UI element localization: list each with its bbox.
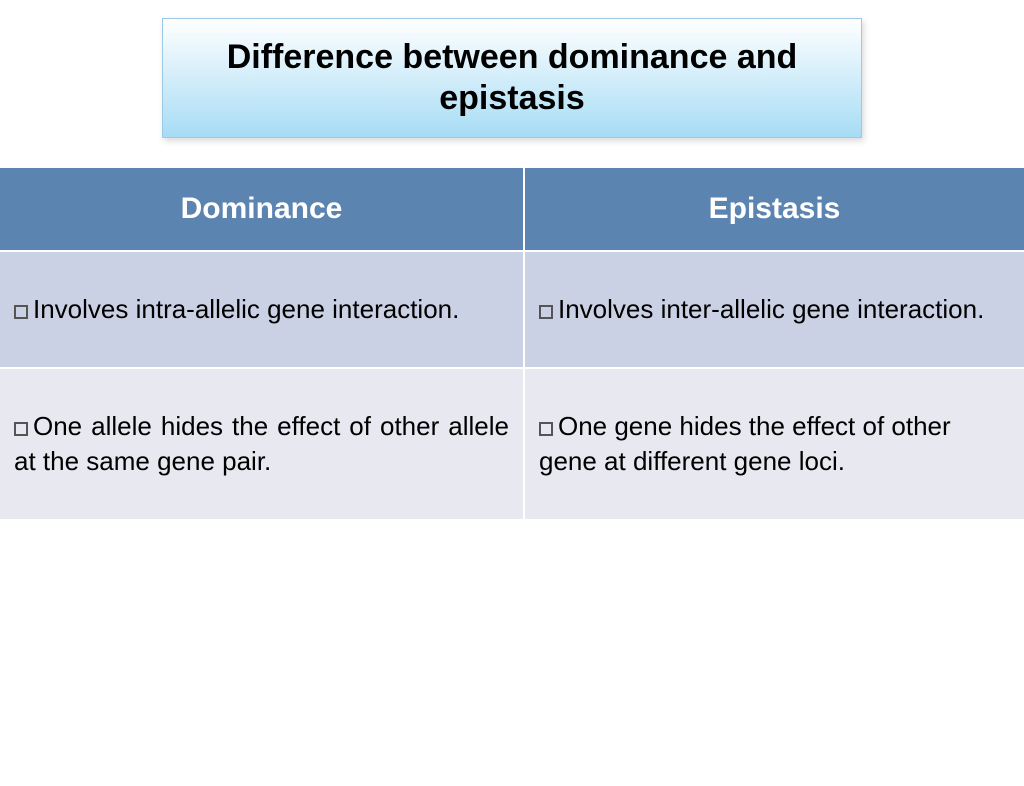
bullet-icon [14,422,28,436]
column-header-epistasis: Epistasis [524,168,1024,251]
slide-title-box: Difference between dominance and epistas… [162,18,862,138]
cell-dominance-1: Involves intra-allelic gene interaction. [0,251,524,368]
slide-title: Difference between dominance and epistas… [227,38,798,117]
cell-text: Involves inter-allelic gene interaction. [558,294,984,324]
cell-text: One allele hides the effect of other all… [14,411,509,476]
cell-dominance-2: One allele hides the effect of other all… [0,368,524,520]
table-row: One allele hides the effect of other all… [0,368,1024,520]
bullet-icon [539,422,553,436]
table-header-row: Dominance Epistasis [0,168,1024,251]
column-header-dominance: Dominance [0,168,524,251]
cell-text: Involves intra-allelic gene interaction. [33,294,459,324]
comparison-table: Dominance Epistasis Involves intra-allel… [0,168,1024,521]
bullet-icon [539,305,553,319]
cell-epistasis-2: One gene hides the effect of other gene … [524,368,1024,520]
cell-epistasis-1: Involves inter-allelic gene interaction. [524,251,1024,368]
bullet-icon [14,305,28,319]
cell-text: One gene hides the effect of other gene … [539,411,951,476]
table-row: Involves intra-allelic gene interaction.… [0,251,1024,368]
